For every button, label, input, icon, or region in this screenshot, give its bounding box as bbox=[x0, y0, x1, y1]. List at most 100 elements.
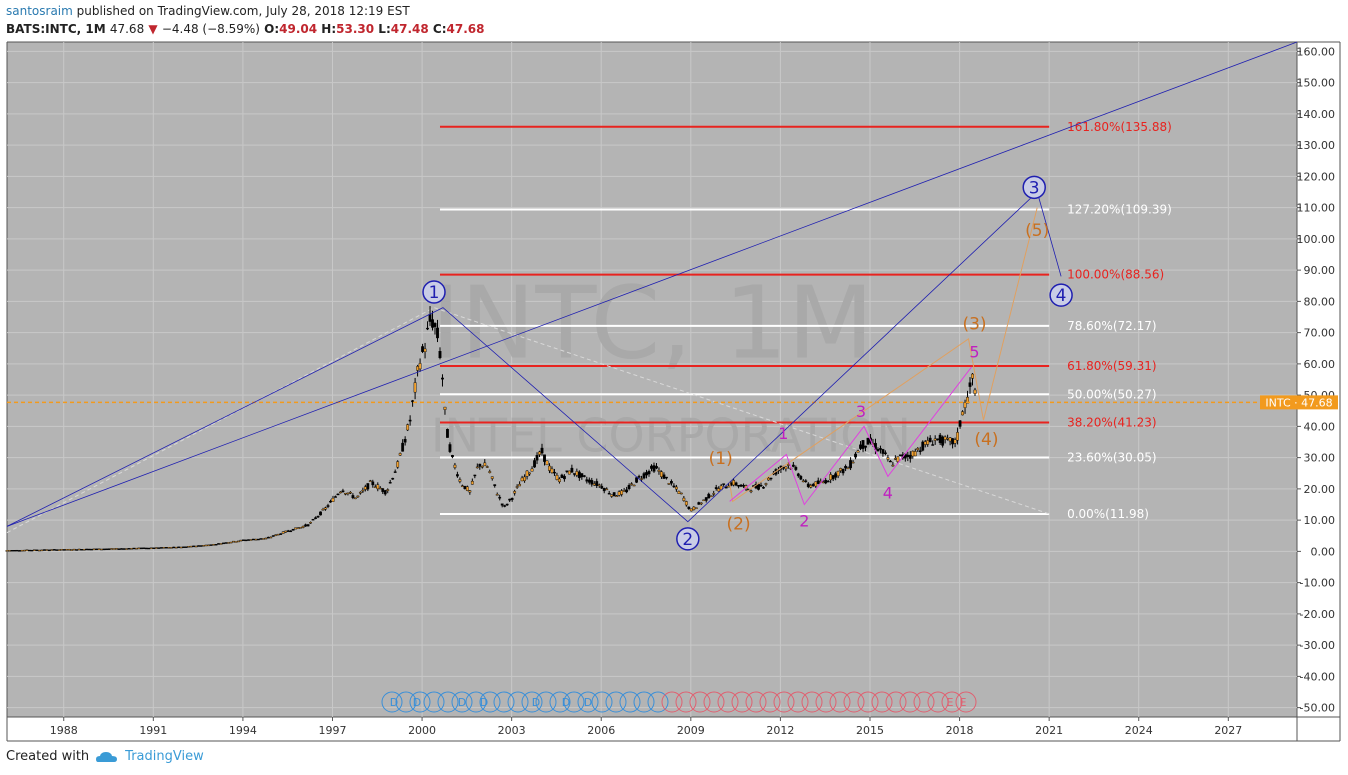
event-marker-circle bbox=[885, 691, 907, 713]
primary-wave-label: 2 bbox=[682, 530, 693, 550]
candle-body bbox=[759, 484, 763, 487]
event-marker-circle bbox=[871, 691, 893, 713]
candle-body bbox=[463, 485, 467, 490]
y-tick-label: -50.00 bbox=[1300, 702, 1335, 715]
candle-body bbox=[515, 486, 519, 488]
candle-body bbox=[234, 541, 238, 543]
candle-body bbox=[814, 481, 818, 487]
candle-body bbox=[582, 475, 586, 477]
candle-body bbox=[199, 545, 203, 547]
candle-body bbox=[67, 549, 71, 551]
open-value: 49.04 bbox=[279, 22, 318, 36]
candle-body bbox=[30, 549, 34, 552]
event-marker-circle bbox=[381, 691, 403, 713]
candle-body bbox=[841, 468, 845, 474]
candle-body bbox=[87, 548, 91, 551]
candle-body bbox=[311, 519, 315, 521]
candle-body bbox=[314, 517, 317, 519]
candle-body bbox=[376, 484, 380, 490]
candle-body bbox=[831, 475, 835, 480]
candle-body bbox=[834, 473, 838, 478]
x-tick-label: 2018 bbox=[946, 724, 974, 737]
candle-body bbox=[60, 549, 64, 551]
candle-body bbox=[326, 505, 330, 507]
candle-body bbox=[620, 490, 624, 495]
candle-body bbox=[505, 503, 509, 506]
intermediate-wave-label: (4) bbox=[974, 430, 998, 450]
event-marker-circle bbox=[913, 691, 935, 713]
y-tick-label: 160.00 bbox=[1297, 45, 1336, 58]
candle-body bbox=[82, 549, 86, 551]
candle-body bbox=[829, 474, 833, 481]
candle-body bbox=[595, 481, 599, 486]
candle-body bbox=[251, 538, 255, 541]
candle-body bbox=[393, 471, 397, 473]
candle-body bbox=[125, 548, 128, 550]
candle-body bbox=[906, 454, 910, 458]
event-marker-circle bbox=[451, 691, 473, 713]
candle-body bbox=[418, 363, 422, 370]
candle-body bbox=[520, 477, 524, 482]
event-marker-circle bbox=[465, 691, 487, 713]
primary-wave-circle bbox=[1049, 283, 1073, 307]
candle-body bbox=[667, 483, 671, 485]
minor-wave-label: 4 bbox=[883, 483, 893, 502]
event-marker-circle bbox=[745, 691, 767, 713]
event-marker-circle bbox=[605, 691, 627, 713]
event-marker-circle bbox=[927, 691, 949, 713]
candle-body bbox=[460, 485, 464, 487]
high-value: 53.30 bbox=[336, 22, 375, 36]
candle-body bbox=[286, 530, 290, 532]
candle-body bbox=[632, 484, 636, 487]
candle-body bbox=[702, 499, 706, 502]
candle-body bbox=[214, 544, 218, 546]
candle-body bbox=[35, 549, 39, 552]
candle-body bbox=[246, 539, 250, 541]
candle-body bbox=[366, 483, 370, 490]
candle-body bbox=[341, 490, 345, 493]
candle-body bbox=[132, 547, 136, 550]
candle-body bbox=[45, 549, 49, 551]
candle-body bbox=[849, 460, 852, 469]
candle-body bbox=[261, 538, 265, 540]
price-chart[interactable]: 160.00150.00140.00130.00120.00110.00100.… bbox=[0, 0, 1348, 745]
candle-body bbox=[408, 419, 412, 422]
candle-body bbox=[500, 503, 504, 506]
candle-body bbox=[269, 536, 273, 539]
candle-body bbox=[316, 515, 320, 518]
candle-body bbox=[488, 471, 492, 473]
author-link[interactable]: santosraim bbox=[6, 4, 73, 18]
tradingview-link[interactable]: TradingView bbox=[125, 749, 204, 764]
primary-wave-circle bbox=[676, 527, 700, 551]
candle-body bbox=[923, 441, 927, 445]
candle-body bbox=[281, 531, 285, 534]
event-marker-circle bbox=[563, 691, 585, 713]
event-marker-circle bbox=[619, 691, 641, 713]
price-change: −4.48 (−8.59%) bbox=[161, 22, 260, 36]
candle-body bbox=[704, 497, 708, 501]
candle-body bbox=[824, 479, 828, 484]
candle-body bbox=[458, 479, 462, 482]
candle-body bbox=[110, 548, 113, 550]
candle-body bbox=[264, 537, 268, 540]
event-marker-circle bbox=[521, 691, 543, 713]
candle-body bbox=[600, 485, 604, 489]
candle-body bbox=[441, 377, 444, 380]
candle-body bbox=[886, 457, 890, 460]
candle-body bbox=[553, 471, 556, 474]
candle-body bbox=[684, 501, 688, 506]
candle-body bbox=[256, 538, 260, 541]
candle-body bbox=[971, 373, 974, 379]
y-tick-label: 90.00 bbox=[1304, 264, 1336, 277]
x-tick-label: 2009 bbox=[677, 724, 705, 737]
event-marker-circle bbox=[689, 691, 711, 713]
low-value: 47.48 bbox=[390, 22, 429, 36]
candle-body bbox=[540, 447, 544, 454]
candle-body bbox=[349, 491, 352, 494]
event-marker-circle bbox=[731, 691, 753, 713]
symbol-label: BATS:INTC, 1M bbox=[6, 22, 106, 36]
candle-body bbox=[406, 424, 410, 431]
candle-body bbox=[791, 464, 795, 467]
candle-body bbox=[381, 488, 385, 492]
